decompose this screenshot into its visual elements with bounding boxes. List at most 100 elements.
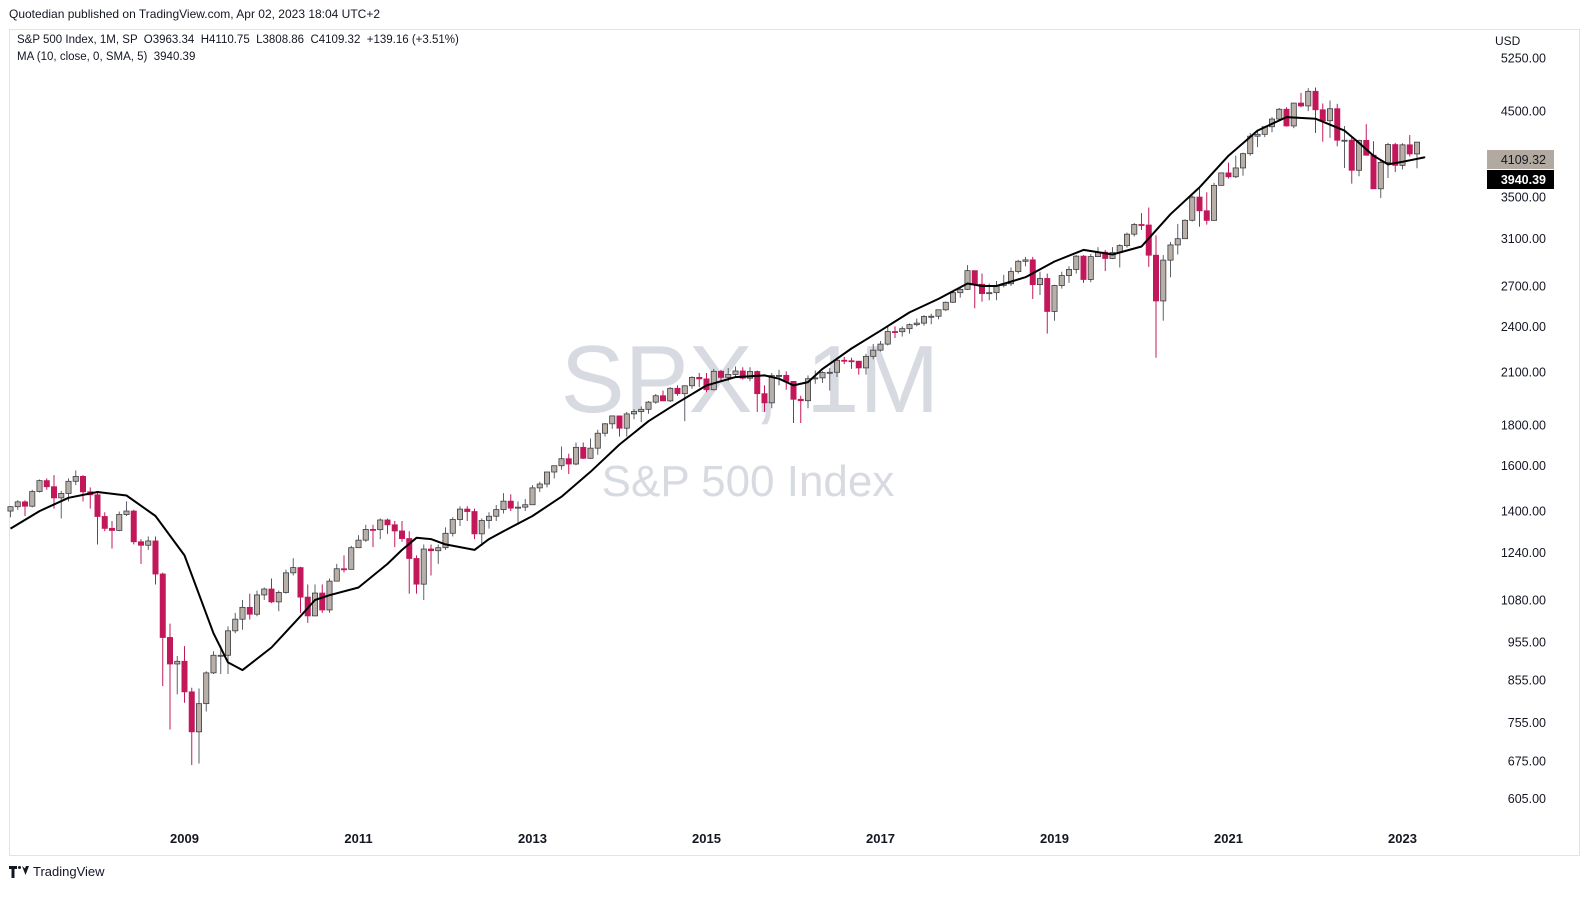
- candle-body: [1385, 144, 1392, 163]
- footer-brand[interactable]: TradingView: [9, 864, 105, 879]
- candle-body: [195, 703, 202, 733]
- candle-body: [1102, 251, 1109, 259]
- y-tick-label: 1240.00: [1501, 546, 1546, 560]
- candle: [1160, 255, 1167, 321]
- candle: [101, 512, 108, 532]
- candle-body: [1196, 196, 1203, 212]
- candle: [485, 512, 492, 529]
- candle: [1058, 271, 1065, 289]
- candle: [1298, 92, 1305, 108]
- y-tick-label: 1800.00: [1501, 418, 1546, 432]
- candle: [950, 291, 957, 303]
- candle-body: [456, 508, 463, 520]
- candle-body: [819, 372, 826, 379]
- y-tick-label: 1080.00: [1501, 593, 1546, 607]
- candle: [1276, 107, 1283, 122]
- candle: [1356, 139, 1363, 177]
- candle-body: [1058, 275, 1065, 286]
- candles-layer: [7, 87, 1421, 766]
- candle-body: [841, 359, 848, 362]
- y-tick-label: 955.00: [1508, 636, 1546, 650]
- y-tick-label: 3100.00: [1501, 232, 1546, 246]
- candle-body: [1131, 224, 1138, 235]
- candle: [362, 524, 369, 542]
- price-tags: 4109.32 3940.39: [1487, 150, 1554, 189]
- candle: [442, 527, 449, 550]
- candle: [116, 511, 123, 532]
- candle-body: [413, 558, 420, 585]
- candle: [152, 536, 159, 585]
- candle: [928, 313, 935, 325]
- candle-body: [667, 387, 674, 402]
- candle: [188, 687, 195, 766]
- candle: [87, 487, 94, 509]
- candle-body: [1290, 102, 1297, 127]
- candle: [660, 390, 667, 402]
- candle: [1290, 102, 1297, 129]
- candle: [1225, 162, 1232, 179]
- candle: [166, 623, 173, 730]
- candle-body: [1334, 108, 1341, 141]
- candle-body: [529, 487, 536, 506]
- candle: [558, 446, 565, 470]
- candle: [834, 359, 841, 378]
- candle: [36, 479, 43, 493]
- candle: [1399, 143, 1406, 170]
- candle: [94, 493, 101, 545]
- candle: [109, 520, 116, 549]
- candle: [181, 646, 188, 703]
- candle: [1406, 135, 1413, 157]
- candle: [768, 372, 775, 409]
- candle: [1196, 188, 1203, 227]
- candle-body: [1153, 254, 1160, 302]
- candle: [232, 612, 239, 634]
- candle-body: [935, 309, 942, 317]
- candle-body: [282, 572, 289, 593]
- candle: [616, 415, 623, 437]
- candle: [609, 415, 616, 429]
- candle-body: [1167, 244, 1174, 261]
- candle-body: [971, 270, 978, 285]
- candle-body: [1232, 167, 1239, 178]
- candle-body: [913, 322, 920, 326]
- candle-body: [369, 528, 376, 531]
- ma-legend[interactable]: MA (10, close, 0, SMA, 5) 3940.39: [17, 51, 196, 63]
- candle-body: [239, 606, 246, 620]
- candle: [464, 506, 471, 521]
- candle: [246, 593, 253, 620]
- price-axis[interactable]: 605.00 675.00 755.00 855.00 955.00 1080.00 124…: [1501, 52, 1546, 806]
- candle: [319, 584, 326, 613]
- candle: [80, 475, 87, 502]
- candle-body: [964, 270, 971, 290]
- candle: [979, 273, 986, 302]
- y-tick-label: 3500.00: [1501, 191, 1546, 205]
- candle-body: [1044, 278, 1051, 312]
- candle: [398, 520, 405, 542]
- candle-body: [253, 594, 260, 615]
- candle-body: [631, 411, 638, 415]
- candle-body: [609, 415, 616, 425]
- time-axis[interactable]: 2009 2011 2013 2015 2017 2019 2021 2023: [170, 831, 1417, 846]
- candle-body: [906, 324, 913, 330]
- candle-body: [558, 458, 565, 467]
- candle: [1037, 271, 1044, 296]
- candle: [137, 539, 144, 564]
- candle: [1131, 223, 1138, 237]
- candle: [123, 501, 130, 516]
- candle-body: [1254, 133, 1261, 137]
- candle: [1174, 224, 1181, 255]
- candle: [1167, 242, 1174, 278]
- currency-label[interactable]: USD: [1495, 34, 1521, 48]
- candle-body: [21, 501, 28, 507]
- candle-body: [826, 371, 833, 374]
- candle-body: [754, 371, 761, 395]
- candle-body: [863, 355, 870, 369]
- candle: [1254, 131, 1261, 148]
- candle-body: [645, 401, 652, 410]
- symbol-legend[interactable]: S&P 500 Index, 1M, SP O3963.34 H4110.75 …: [17, 34, 459, 46]
- candle-body: [1008, 271, 1015, 285]
- candle-body: [848, 360, 855, 363]
- candle: [1218, 172, 1225, 186]
- candle-body: [594, 432, 601, 449]
